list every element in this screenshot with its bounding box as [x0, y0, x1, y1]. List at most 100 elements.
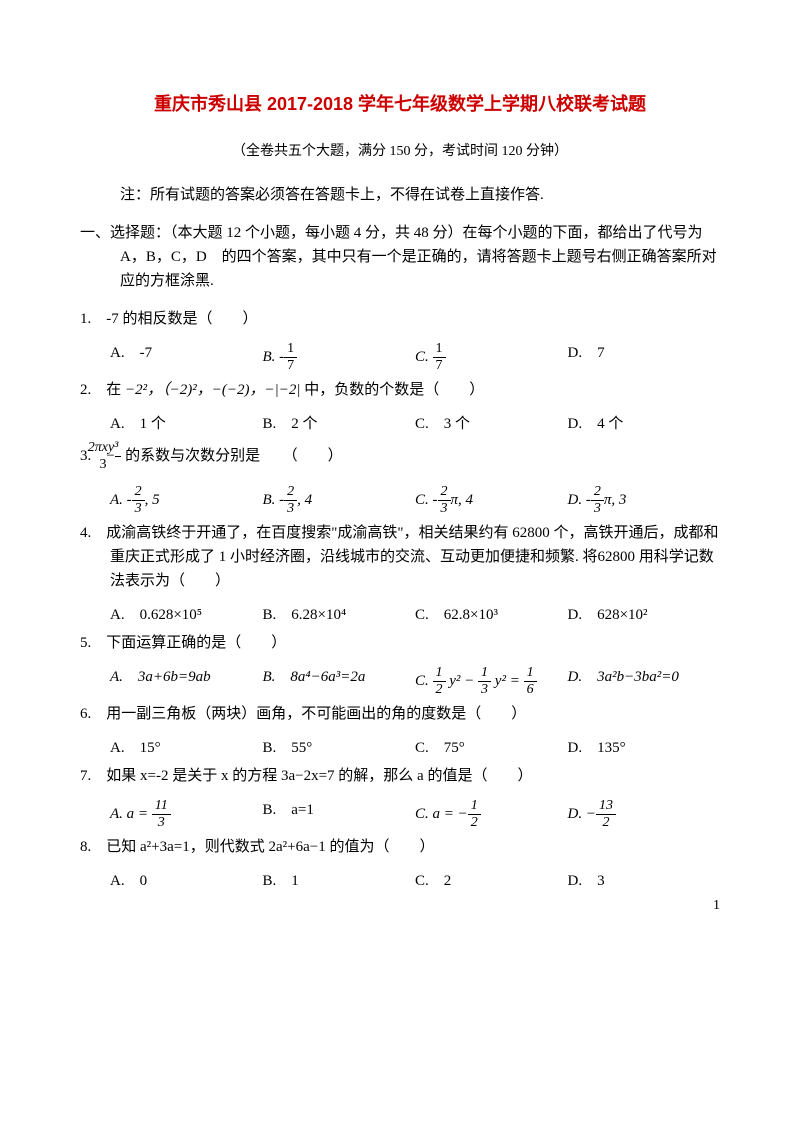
q6-opt-b: B. 55° [263, 736, 416, 760]
q5-options: A. 3a+6b=9ab B. 8a⁴−6a³=2a C. 12 y² − 13… [80, 665, 720, 698]
q3d-pre: D. - [568, 492, 591, 508]
q8-opt-a: A. 0 [110, 869, 263, 893]
q1-opt-a: A. -7 [110, 341, 263, 374]
q7a-pre: a = [127, 806, 152, 822]
q3c-pre: C. - [415, 492, 438, 508]
q3b-n: 2 [284, 484, 297, 501]
q2-opt-d: D. 4 个 [568, 412, 721, 436]
q3d-n: 2 [591, 484, 604, 501]
q6-opt-a: A. 15° [110, 736, 263, 760]
exam-title: 重庆市秀山县 2017-2018 学年七年级数学上学期八校联考试题 [80, 90, 720, 119]
q2-expr: −2²，（−2)²，−(−2)，−|−2| [125, 382, 304, 398]
question-7: 7. 如果 x=-2 是关于 x 的方程 3a−2x=7 的解，那么 a 的值是… [80, 764, 720, 788]
q5c-n3: 1 [524, 665, 537, 682]
q3a-pre: A. - [110, 492, 132, 508]
q8-stem: 已知 a²+3a=1，则代数式 2a²+6a−1 的值为（ ） [106, 839, 434, 855]
q3c-post: π, 4 [451, 492, 474, 508]
q3-options: A. -23, 5 B. -23, 4 C. -23π, 4 D. -23π, … [80, 484, 720, 517]
question-2: 2. 在 −2²，（−2)²，−(−2)，−|−2| 中，负数的个数是（ ） [80, 378, 720, 402]
q5-opt-b: B. 8a⁴−6a³=2a [263, 665, 416, 698]
q5c-m2: y² = [491, 673, 524, 689]
q5c-d3: 6 [524, 682, 537, 698]
q7d-d: 2 [596, 815, 616, 831]
q7c-n: 1 [468, 798, 481, 815]
q4-options: A. 0.628×10⁵ B. 6.28×10⁴ C. 62.8×10³ D. … [80, 603, 720, 627]
q5c-d1: 2 [433, 682, 446, 698]
q6-options: A. 15° B. 55° C. 75° D. 135° [80, 736, 720, 760]
q2-post: 中，负数的个数是（ ） [304, 382, 484, 398]
question-6: 6. 用一副三角板（两块）画角，不可能画出的角的度数是（ ） [80, 702, 720, 726]
q1-opt-d: D. 7 [568, 341, 721, 374]
q3b-post: , 4 [297, 492, 312, 508]
q4-opt-b: B. 6.28×10⁴ [263, 603, 416, 627]
q3b-pre: B. - [263, 492, 285, 508]
q5c-d2: 3 [478, 682, 491, 698]
q8-opt-d: D. 3 [568, 869, 721, 893]
q7-stem: 如果 x=-2 是关于 x 的方程 3a−2x=7 的解，那么 a 的值是（ ） [106, 768, 532, 784]
q6-opt-d: D. 135° [568, 736, 721, 760]
q3a-n: 2 [132, 484, 145, 501]
q4-opt-a: A. 0.628×10⁵ [110, 603, 263, 627]
q1b-pre: B. - [263, 349, 285, 365]
question-8: 8. 已知 a²+3a=1，则代数式 2a²+6a−1 的值为（ ） [80, 835, 720, 859]
q2-options: A. 1 个 B. 2 个 C. 3 个 D. 4 个 [80, 412, 720, 436]
exam-note: 注：所有试题的答案必须答在答题卡上，不得在试卷上直接作答. [80, 183, 720, 207]
q4-opt-c: C. 62.8×10³ [415, 603, 568, 627]
exam-subtitle: （全卷共五个大题，满分 150 分，考试时间 120 分钟） [80, 141, 720, 163]
page-number: 1 [713, 895, 720, 917]
question-1: 1. -7 的相反数是（ ） [80, 307, 720, 331]
question-3: 3. −2πxy³3 的系数与次数分别是 （ ） [80, 440, 720, 473]
q2-opt-c: C. 3 个 [415, 412, 568, 436]
q7-options: A. a = 113 B. a=1 C. a = −12 D. −132 [80, 798, 720, 831]
q1-options: A. -7 B. -17 C. 17 D. 7 [80, 341, 720, 374]
q7a-d: 3 [152, 815, 171, 831]
q7-opt-b: B. a=1 [263, 798, 416, 831]
q5c-n1: 1 [433, 665, 446, 682]
q1b-den: 7 [284, 358, 297, 374]
q1-opt-b: B. -17 [263, 341, 416, 374]
section-1-header: 一、选择题：（本大题 12 个小题，每小题 4 分，共 48 分）在每个小题的下… [80, 221, 720, 293]
q3c-d: 3 [438, 501, 451, 517]
q8-opt-c: C. 2 [415, 869, 568, 893]
q3a-d: 3 [132, 501, 145, 517]
q2-opt-b: B. 2 个 [263, 412, 416, 436]
q7-opt-d: D. −132 [568, 798, 721, 831]
q7d-lab: D. [568, 806, 583, 822]
q7d-n: 13 [596, 798, 616, 815]
q5-opt-d: D. 3a²b−3ba²=0 [568, 665, 721, 698]
q2-pre: 在 [106, 382, 125, 398]
q1c-pre: C. [415, 349, 433, 365]
q1c-den: 7 [433, 358, 446, 374]
q1-stem: -7 的相反数是（ ） [106, 311, 257, 327]
q3-opt-b: B. -23, 4 [263, 484, 416, 517]
q1c-num: 1 [433, 341, 446, 358]
q3-opt-d: D. -23π, 3 [568, 484, 721, 517]
q5c-pre: C. [415, 673, 433, 689]
q3d-d: 3 [591, 501, 604, 517]
q3c-n: 2 [438, 484, 451, 501]
q7c-pre: a = − [433, 806, 468, 822]
q1b-num: 1 [284, 341, 297, 358]
question-4: 4. 成渝高铁终于开通了，在百度搜索"成渝高铁"，相关结果约有 62800 个，… [80, 521, 720, 593]
q5-opt-c: C. 12 y² − 13 y² = 16 [415, 665, 568, 698]
q8-options: A. 0 B. 1 C. 2 D. 3 [80, 869, 720, 893]
q7a-n: 11 [152, 798, 171, 815]
q3-opt-c: C. -23π, 4 [415, 484, 568, 517]
q3-post: 的系数与次数分别是 （ ） [121, 448, 342, 464]
q7d-pre: − [586, 806, 596, 822]
q3d-post: π, 3 [604, 492, 627, 508]
q5c-m1: y² − [446, 673, 479, 689]
q7a-lab: A. [110, 806, 123, 822]
q2-opt-a: A. 1 个 [110, 412, 263, 436]
q4-opt-d: D. 628×10² [568, 603, 721, 627]
q4-stem: 成渝高铁终于开通了，在百度搜索"成渝高铁"，相关结果约有 62800 个，高铁开… [106, 525, 718, 589]
q1-opt-c: C. 17 [415, 341, 568, 374]
q7c-d: 2 [468, 815, 481, 831]
q6-opt-c: C. 75° [415, 736, 568, 760]
q8-opt-b: B. 1 [263, 869, 416, 893]
q3a-post: , 5 [145, 492, 160, 508]
q3-opt-a: A. -23, 5 [110, 484, 263, 517]
q7c-lab: C. [415, 806, 429, 822]
q5-opt-a: A. 3a+6b=9ab [110, 665, 263, 698]
question-5: 5. 下面运算正确的是（ ） [80, 631, 720, 655]
